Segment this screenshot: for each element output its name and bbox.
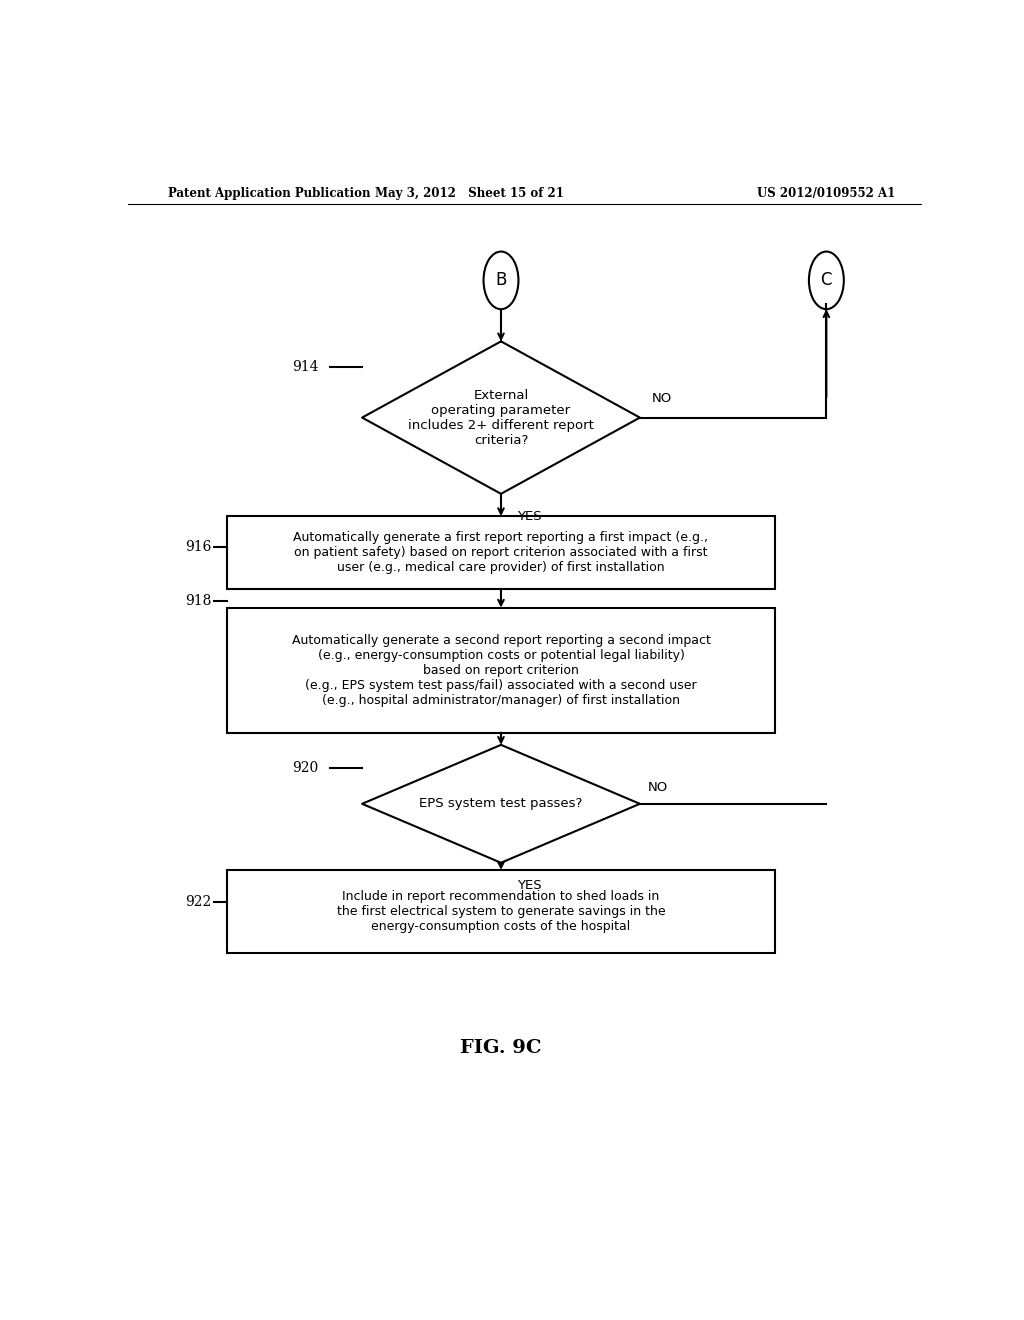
Text: Automatically generate a first report reporting a first impact (e.g.,
on patient: Automatically generate a first report re…	[294, 531, 709, 574]
Text: 916: 916	[185, 540, 211, 553]
Text: Automatically generate a second report reporting a second impact
(e.g., energy-c: Automatically generate a second report r…	[292, 634, 711, 706]
Bar	[227, 607, 775, 733]
Text: 914: 914	[292, 360, 318, 374]
Text: 918: 918	[185, 594, 211, 607]
Text: FIG. 9C: FIG. 9C	[460, 1039, 542, 1057]
Text: C: C	[820, 272, 833, 289]
Text: YES: YES	[517, 879, 542, 891]
Text: Patent Application Publication: Patent Application Publication	[168, 187, 371, 201]
Text: B: B	[496, 272, 507, 289]
Text: Include in report recommendation to shed loads in
the first electrical system to: Include in report recommendation to shed…	[337, 890, 666, 933]
Bar	[227, 870, 775, 953]
Text: YES: YES	[517, 510, 542, 523]
Text: 922: 922	[185, 895, 211, 909]
Text: External
operating parameter
includes 2+ different report
criteria?: External operating parameter includes 2+…	[408, 388, 594, 446]
Text: NO: NO	[652, 392, 672, 405]
Text: May 3, 2012   Sheet 15 of 21: May 3, 2012 Sheet 15 of 21	[375, 187, 563, 201]
Text: NO: NO	[648, 780, 668, 793]
Bar	[227, 516, 775, 589]
Text: US 2012/0109552 A1: US 2012/0109552 A1	[757, 187, 896, 201]
Text: 920: 920	[292, 762, 318, 775]
Text: EPS system test passes?: EPS system test passes?	[419, 797, 583, 810]
